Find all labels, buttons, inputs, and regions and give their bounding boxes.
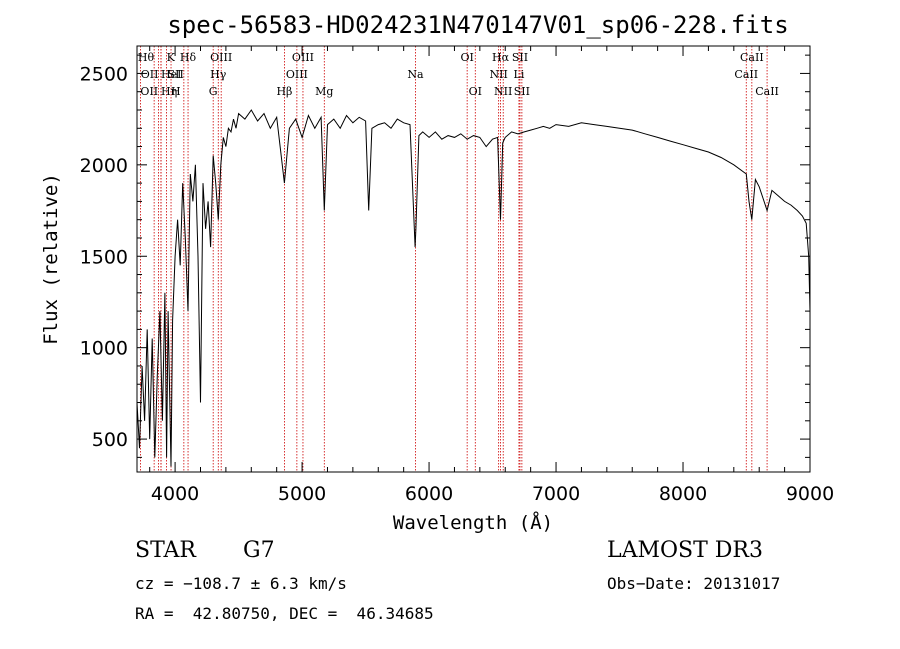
y-axis: 500 1000 1500 2000 2500: [80, 54, 810, 458]
x-tick-label: 5000: [278, 483, 326, 505]
spectral-line-markers: [140, 46, 768, 472]
line-label: OIII: [286, 68, 308, 81]
x-axis-title: Wavelength (Å): [393, 511, 553, 534]
x-tick-label: 4000: [151, 483, 199, 505]
line-label: K: [167, 51, 176, 64]
line-label: OII: [140, 85, 158, 98]
line-label: Hη: [161, 85, 177, 98]
line-label: H: [171, 85, 181, 98]
plot-frame: [136, 45, 811, 473]
velocity-readout: cz = −108.7 ± 6.3 km/s: [135, 574, 347, 593]
observation-date: Obs−Date: 20131017: [607, 574, 781, 593]
y-tick-label: 2500: [80, 63, 128, 85]
line-label: OIII: [292, 51, 314, 64]
x-tick-label: 6000: [405, 483, 453, 505]
y-tick-label: 2000: [80, 155, 128, 177]
y-tick-label: 1500: [80, 246, 128, 268]
line-label: Hθ: [138, 51, 155, 64]
object-subclass: G7: [243, 538, 275, 563]
line-label: Hα: [492, 51, 510, 64]
object-class: STAR: [135, 538, 196, 563]
line-label: CaII: [755, 85, 779, 98]
y-tick-label: 1000: [80, 338, 128, 360]
line-label: CaII: [740, 51, 764, 64]
chart-title: spec-56583-HD024231N470147V01_sp06-228.f…: [167, 11, 788, 39]
line-label: G: [209, 85, 218, 98]
line-label: OIII: [210, 51, 232, 64]
line-label: NII: [494, 85, 512, 98]
line-label: Mg: [315, 85, 333, 98]
y-axis-title: Flux (relative): [40, 173, 62, 345]
line-label: Hδ: [180, 51, 197, 64]
survey-name: LAMOST DR3: [607, 538, 763, 563]
x-tick-label: 7000: [532, 483, 580, 505]
line-label: SII: [168, 68, 184, 81]
line-label: Li: [514, 68, 525, 81]
line-label: OI: [469, 85, 482, 98]
line-label: NII: [489, 68, 507, 81]
spectrum-series: [136, 109, 811, 467]
line-label: OII: [141, 68, 159, 81]
y-tick-label: 500: [92, 429, 128, 451]
x-axis: 4000 5000 6000 7000 8000 9000: [149, 46, 834, 505]
line-label: Hγ: [210, 68, 227, 81]
line-label: CaII: [734, 68, 758, 81]
line-label: SII: [512, 51, 528, 64]
coordinates-readout: RA = 42.80750, DEC = 46.34685: [135, 604, 434, 623]
line-label: OI: [460, 51, 473, 64]
line-label: HeI: [161, 68, 181, 81]
x-tick-label: 8000: [659, 483, 707, 505]
line-label: Hβ: [276, 85, 292, 98]
line-label: Na: [407, 68, 424, 81]
line-label: SII: [514, 85, 530, 98]
x-tick-label: 9000: [786, 483, 834, 505]
